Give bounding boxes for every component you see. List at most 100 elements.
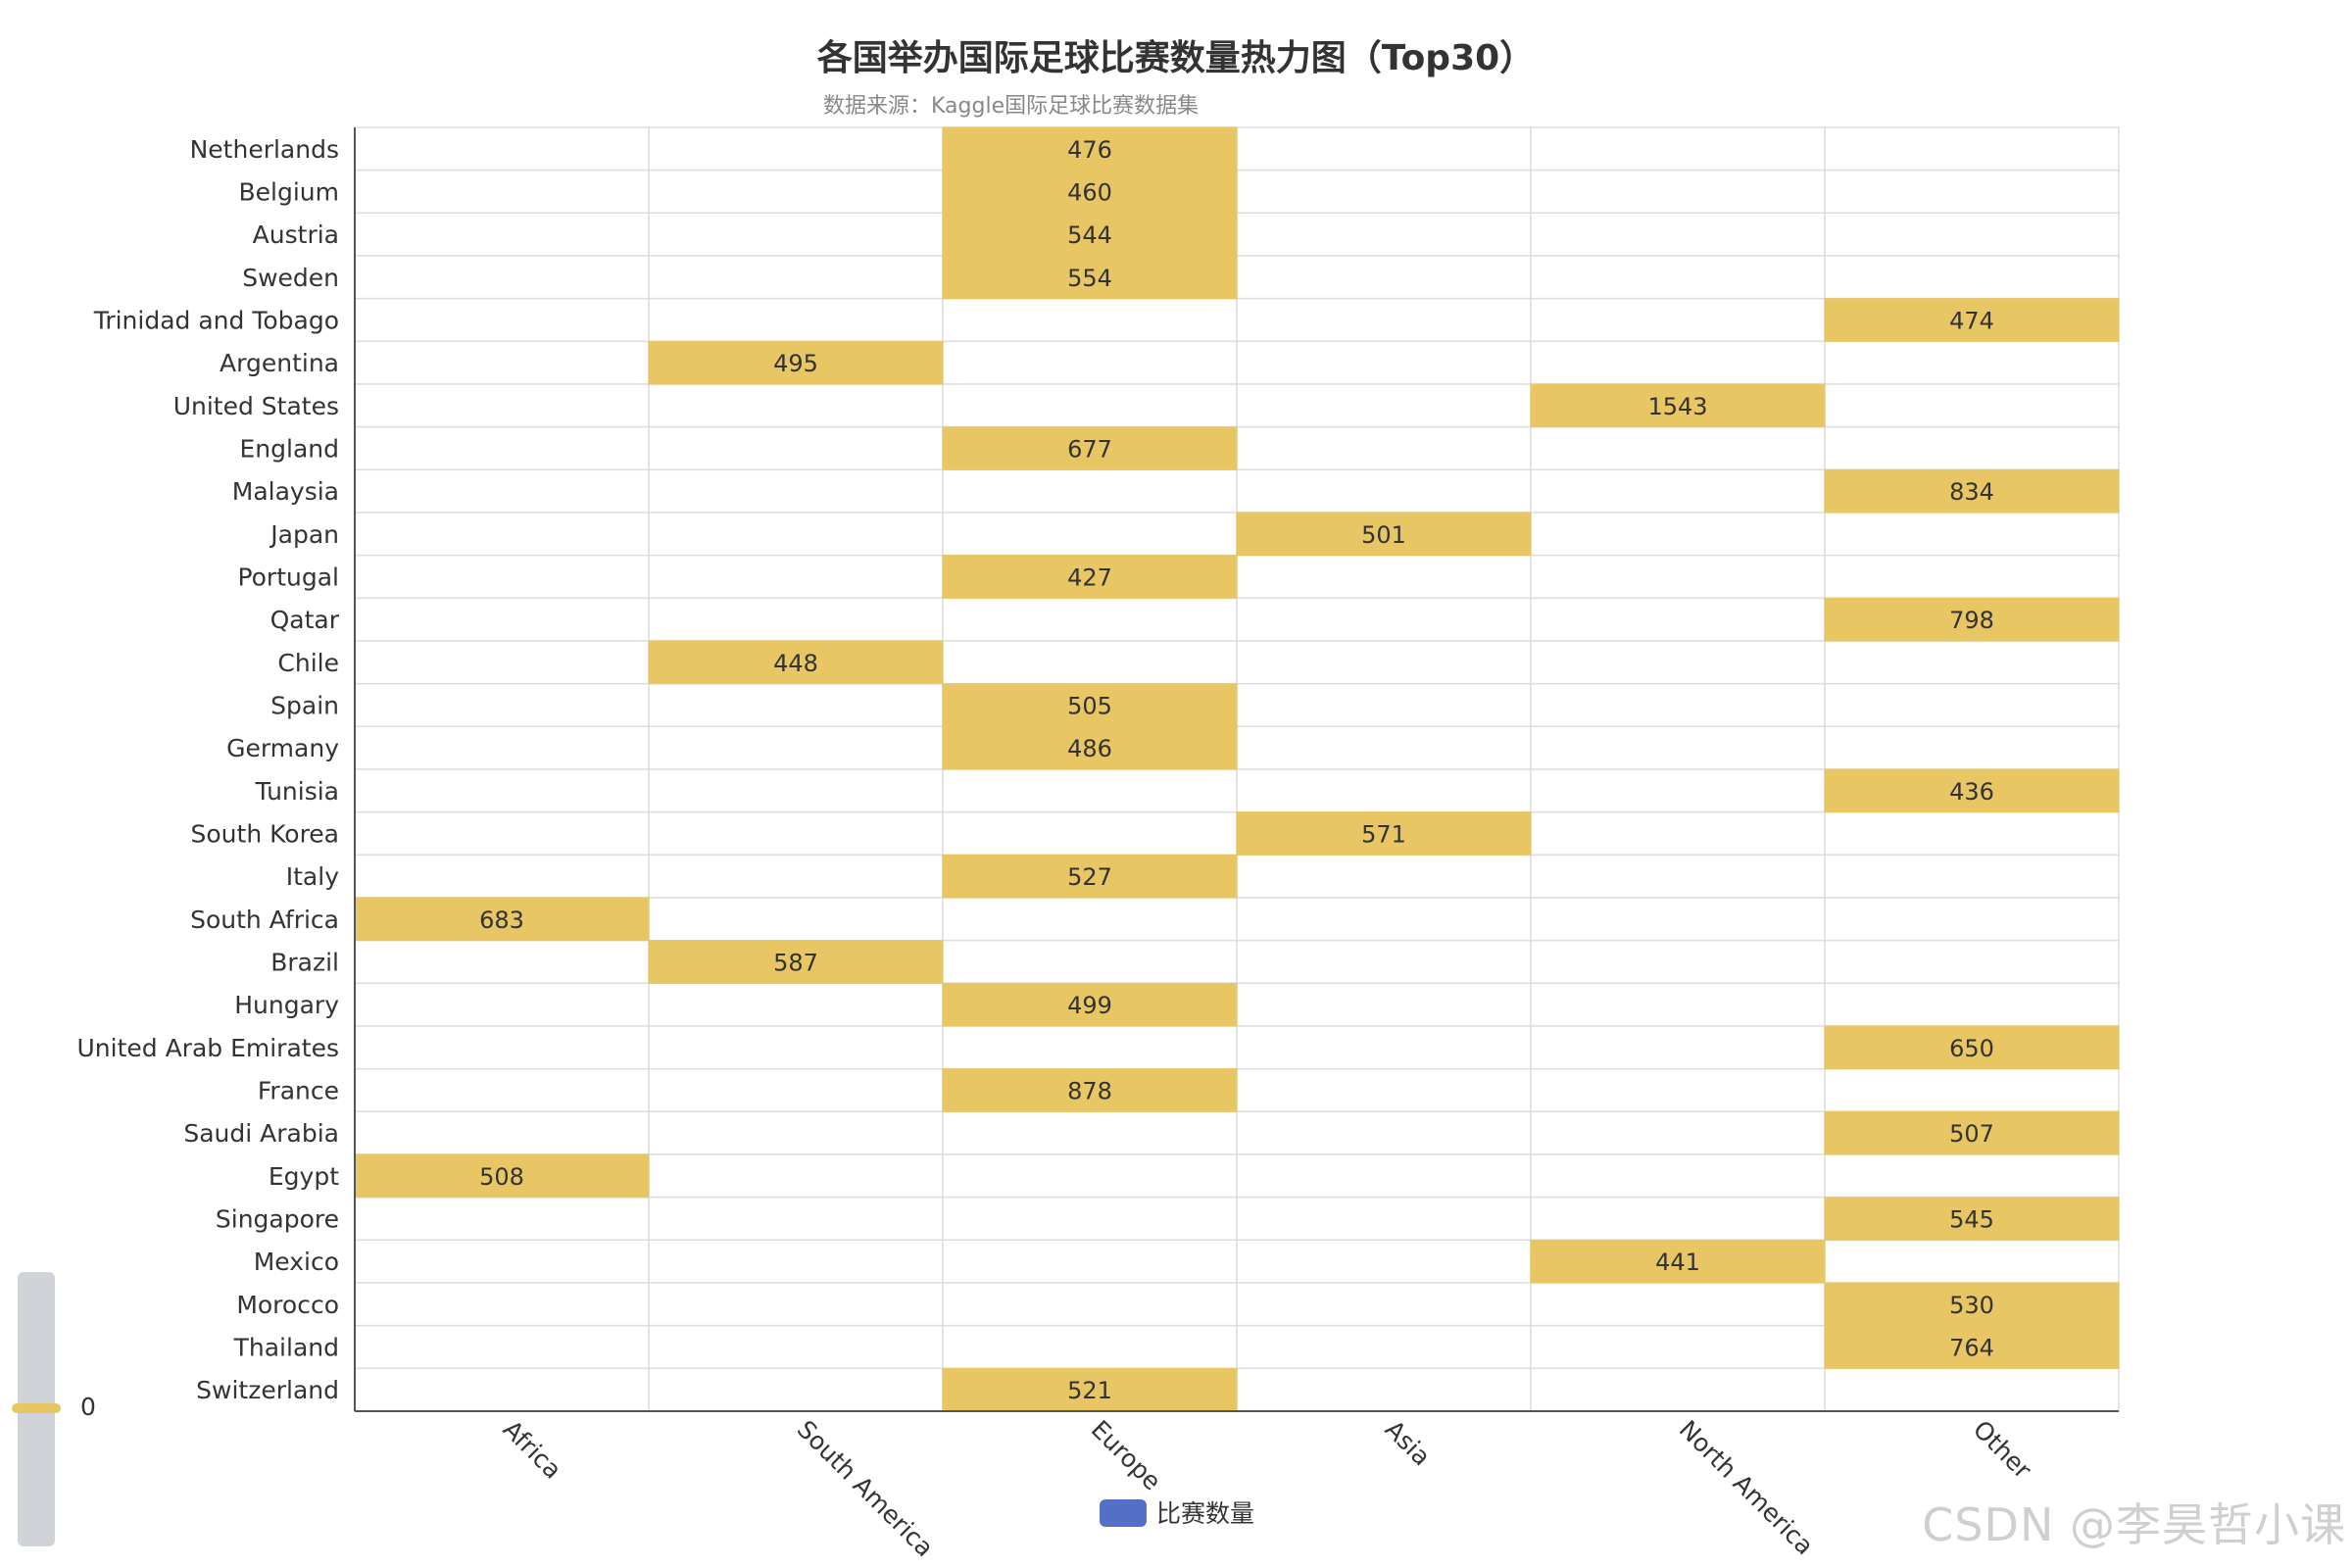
heatmap-cell[interactable] (354, 1153, 650, 1199)
heatmap-cell[interactable] (942, 255, 1238, 300)
x-tick-label: North America (1674, 1415, 1819, 1560)
heatmap-cell[interactable] (354, 897, 650, 942)
grid-cell (942, 768, 1238, 813)
grid-cell (1824, 383, 2120, 428)
grid-cell (1236, 682, 1532, 728)
grid-cell (648, 1153, 944, 1199)
heatmap-cell[interactable] (1236, 811, 1532, 856)
cell-value-label: 507 (1949, 1120, 1994, 1148)
y-tick-label: United Arab Emirates (76, 1034, 339, 1062)
heatmap-cell[interactable] (942, 683, 1238, 727)
grid-cell (942, 810, 1238, 857)
grid-cell (1530, 1324, 1826, 1370)
cell-value-label: 486 (1067, 735, 1112, 762)
y-tick-label: Chile (277, 649, 339, 677)
grid-cell (1824, 340, 2120, 385)
grid-cell (1824, 126, 2120, 172)
heatmap-cell[interactable] (942, 725, 1238, 770)
legend[interactable]: 比赛数量 (1100, 1499, 1254, 1528)
heatmap-cell[interactable] (942, 426, 1238, 470)
x-tick-label: Asia (1380, 1415, 1437, 1472)
grid-cell (1824, 512, 2120, 557)
grid-cell (1530, 1025, 1826, 1070)
y-tick-label: Trinidad and Tobago (93, 307, 339, 335)
heatmap-cell[interactable] (1824, 1325, 2120, 1369)
heatmap-cell[interactable] (648, 940, 944, 984)
heatmap-cell[interactable] (1824, 1110, 2120, 1155)
heatmap-cell[interactable] (942, 854, 1238, 899)
grid-cell (1824, 682, 2120, 728)
legend-swatch[interactable] (1100, 1499, 1147, 1527)
grid-cell (1530, 939, 1826, 985)
heatmap-cell[interactable] (942, 170, 1238, 214)
grid-cell (648, 297, 944, 343)
heatmap-cell[interactable] (1824, 597, 2120, 642)
cell-value-label: 554 (1067, 265, 1112, 292)
heatmap-cell[interactable] (648, 340, 944, 385)
heatmap-cell[interactable] (942, 212, 1238, 257)
grid-cell (1530, 682, 1826, 728)
grid-cell (354, 1282, 650, 1327)
grid-cell (942, 640, 1238, 685)
grid-cell (354, 425, 650, 471)
grid-cell (354, 1110, 650, 1155)
grid-cell (1824, 725, 2120, 770)
visual-map[interactable]: 0 (12, 1272, 96, 1546)
grid-cell (1236, 1196, 1532, 1242)
heatmap-cell[interactable] (1236, 512, 1532, 557)
heatmap-cell[interactable] (1530, 383, 1826, 428)
heatmap-cell[interactable] (1824, 468, 2120, 514)
cell-value-label: 427 (1067, 564, 1112, 592)
heatmap-cell[interactable] (942, 982, 1238, 1027)
y-tick-label: Switzerland (196, 1376, 339, 1404)
grid-cell (354, 212, 650, 257)
cell-value-label: 521 (1067, 1377, 1112, 1404)
cell-value-label: 508 (479, 1163, 524, 1191)
grid-cell (648, 1196, 944, 1242)
grid-cell (1824, 425, 2120, 471)
heatmap-cell[interactable] (1824, 768, 2120, 813)
grid-cell (1530, 1110, 1826, 1155)
heatmap-cell[interactable] (942, 1367, 1238, 1412)
heatmap-cell[interactable] (1824, 1197, 2120, 1241)
grid-cell (942, 340, 1238, 385)
grid-cell (942, 1196, 1238, 1242)
grid-cell (354, 383, 650, 428)
cell-value-label: 530 (1949, 1292, 1994, 1319)
heatmap-cell[interactable] (1824, 1025, 2120, 1070)
heatmap-cell[interactable] (1530, 1239, 1826, 1284)
grid-cell (354, 597, 650, 642)
heatmap-cell[interactable] (942, 126, 1238, 172)
heatmap-cell[interactable] (942, 1068, 1238, 1112)
grid-cell (1824, 939, 2120, 985)
chart-title: 各国举办国际足球比赛数量热力图（Top30） (816, 38, 1536, 78)
heatmap-cell[interactable] (942, 555, 1238, 599)
grid-cell (1530, 810, 1826, 857)
grid-cell (354, 1324, 650, 1370)
grid-cell (648, 126, 944, 172)
grid-cell (648, 1067, 944, 1113)
y-tick-label: Germany (226, 734, 339, 762)
heatmap-cell[interactable] (1824, 1282, 2120, 1327)
y-tick-label: Spain (270, 692, 339, 720)
y-tick-label: Italy (286, 862, 339, 891)
grid-cell (354, 854, 650, 899)
heatmap-cell[interactable] (648, 640, 944, 685)
grid-cell (1236, 725, 1532, 770)
grid-cell (942, 297, 1238, 343)
x-tick-label: Europe (1086, 1415, 1167, 1496)
y-tick-label: South Korea (191, 820, 339, 849)
grid-cell (1824, 1153, 2120, 1199)
y-tick-label: Egypt (269, 1162, 339, 1191)
visual-map-handle[interactable] (12, 1403, 61, 1413)
legend-label[interactable]: 比赛数量 (1156, 1499, 1254, 1528)
cell-value-label: 683 (479, 906, 524, 934)
grid-cell (942, 1153, 1238, 1199)
grid-cell (354, 1239, 650, 1284)
grid-cell (648, 554, 944, 600)
grid-cell (354, 939, 650, 985)
grid-cell (648, 982, 944, 1027)
cell-value-label: 527 (1067, 863, 1112, 891)
heatmap-cell[interactable] (1824, 298, 2120, 342)
